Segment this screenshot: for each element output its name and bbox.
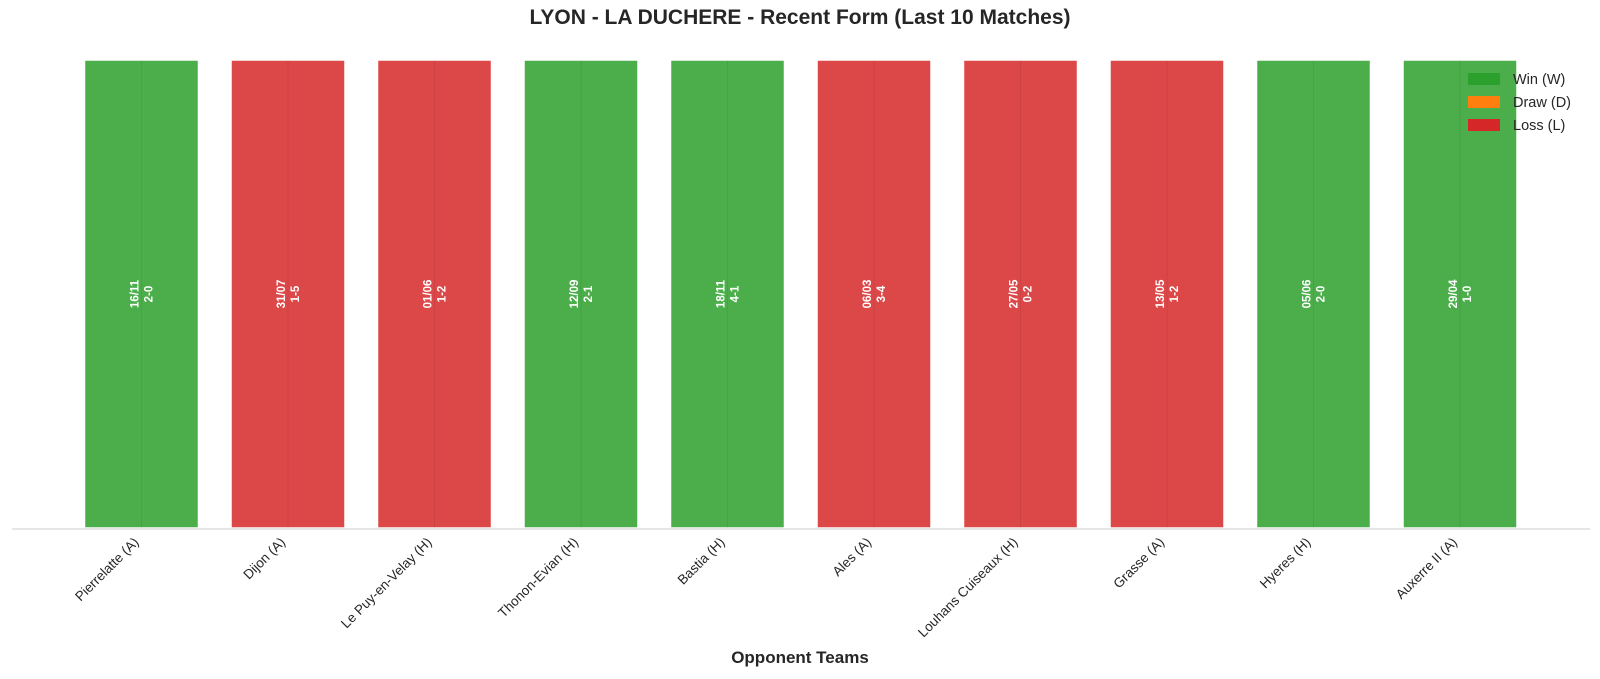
chart-title: LYON - LA DUCHERE - Recent Form (Last 10… — [529, 6, 1071, 29]
x-tick-label-7: Louhans Cuiseaux (H) — [915, 535, 1021, 641]
bar-label-score: 4-1 — [730, 285, 742, 302]
x-axis-label: Opponent Teams — [731, 648, 869, 667]
bar-3 — [376, 59, 493, 529]
bar-1 — [83, 59, 200, 529]
bar-label-10: 29/04 1-0 — [1448, 279, 1474, 308]
bar-2 — [230, 59, 346, 529]
x-tick-label-6: Ales (A) — [830, 535, 875, 580]
bar-label-3: 01/06 1-2 — [423, 280, 449, 309]
bar-label-date: 12/09 — [569, 280, 581, 309]
bar-label-1: 16/11 2-0 — [130, 279, 156, 308]
legend-label-l: Loss (L) — [1513, 118, 1565, 134]
legend-swatch-l — [1468, 119, 1500, 131]
bar-label-date: 31/07 — [276, 280, 288, 309]
bar-9 — [1255, 59, 1372, 529]
x-tick-label-5: Bastia (H) — [675, 535, 728, 588]
x-tick-label-9: Hyeres (H) — [1257, 535, 1314, 592]
bar-label-score: 1-2 — [437, 286, 449, 303]
bar-7 — [962, 59, 1079, 529]
legend-label-w: Win (W) — [1513, 72, 1565, 88]
legend-swatch-d — [1468, 96, 1500, 108]
bar-label-7: 27/05 0-2 — [1009, 279, 1035, 308]
x-tick-label-3: Le Puy-en-Velay (H) — [338, 535, 435, 632]
x-tick-label-10: Auxerre II (A) — [1393, 535, 1460, 602]
bar-label-date: 06/03 — [862, 280, 874, 309]
bar-6 — [816, 59, 932, 529]
bar-4 — [523, 59, 639, 529]
bar-label-date: 29/04 — [1448, 279, 1460, 308]
bar-label-date: 05/06 — [1302, 280, 1314, 309]
bar-label-score: 2-0 — [144, 286, 156, 303]
bar-label-score: 2-0 — [1316, 286, 1328, 303]
bar-label-score: 3-4 — [876, 285, 888, 302]
legend-label-d: Draw (D) — [1513, 95, 1571, 111]
bar-label-date: 01/06 — [423, 280, 435, 309]
bar-label-6: 06/03 3-4 — [862, 280, 888, 309]
x-tick-label-2: Dijon (A) — [240, 535, 288, 583]
bar-label-score: 1-5 — [290, 285, 302, 302]
bar-label-9: 05/06 2-0 — [1302, 280, 1328, 309]
bars-group — [83, 59, 1518, 529]
bar-labels-group: 16/11 2-0 31/07 1-5 01/06 1-2 12/09 2-1 18/11 4-1… — [130, 279, 1475, 308]
bar-label-date: 18/11 — [716, 279, 728, 308]
bar-label-5: 18/11 4-1 — [716, 279, 742, 308]
x-tick-labels-group: Pierrelatte (A) Dijon (A) Le Puy-en-Velay … — [72, 535, 1460, 641]
bar-label-8: 13/05 1-2 — [1155, 279, 1181, 308]
bar-label-score: 1-2 — [1169, 286, 1181, 303]
bar-label-score: 0-2 — [1023, 286, 1035, 303]
bar-label-2: 31/07 1-5 — [276, 280, 302, 309]
bar-5 — [669, 59, 786, 529]
bar-label-date: 27/05 — [1009, 279, 1021, 308]
bar-label-score: 2-1 — [583, 285, 595, 302]
bar-8 — [1109, 59, 1225, 529]
x-tick-label-4: Thonon-Evian (H) — [495, 535, 581, 621]
legend: Win (W) Draw (D) Loss (L) — [1468, 72, 1571, 134]
bar-label-4: 12/09 2-1 — [569, 280, 595, 309]
x-tick-label-1: Pierrelatte (A) — [72, 535, 141, 604]
bar-label-score: 1-0 — [1462, 286, 1474, 303]
bar-label-date: 13/05 — [1155, 279, 1167, 308]
bar-label-date: 16/11 — [130, 279, 142, 308]
legend-swatch-w — [1468, 73, 1500, 85]
bar-10 — [1402, 59, 1518, 529]
x-tick-label-8: Grasse (A) — [1110, 535, 1167, 592]
